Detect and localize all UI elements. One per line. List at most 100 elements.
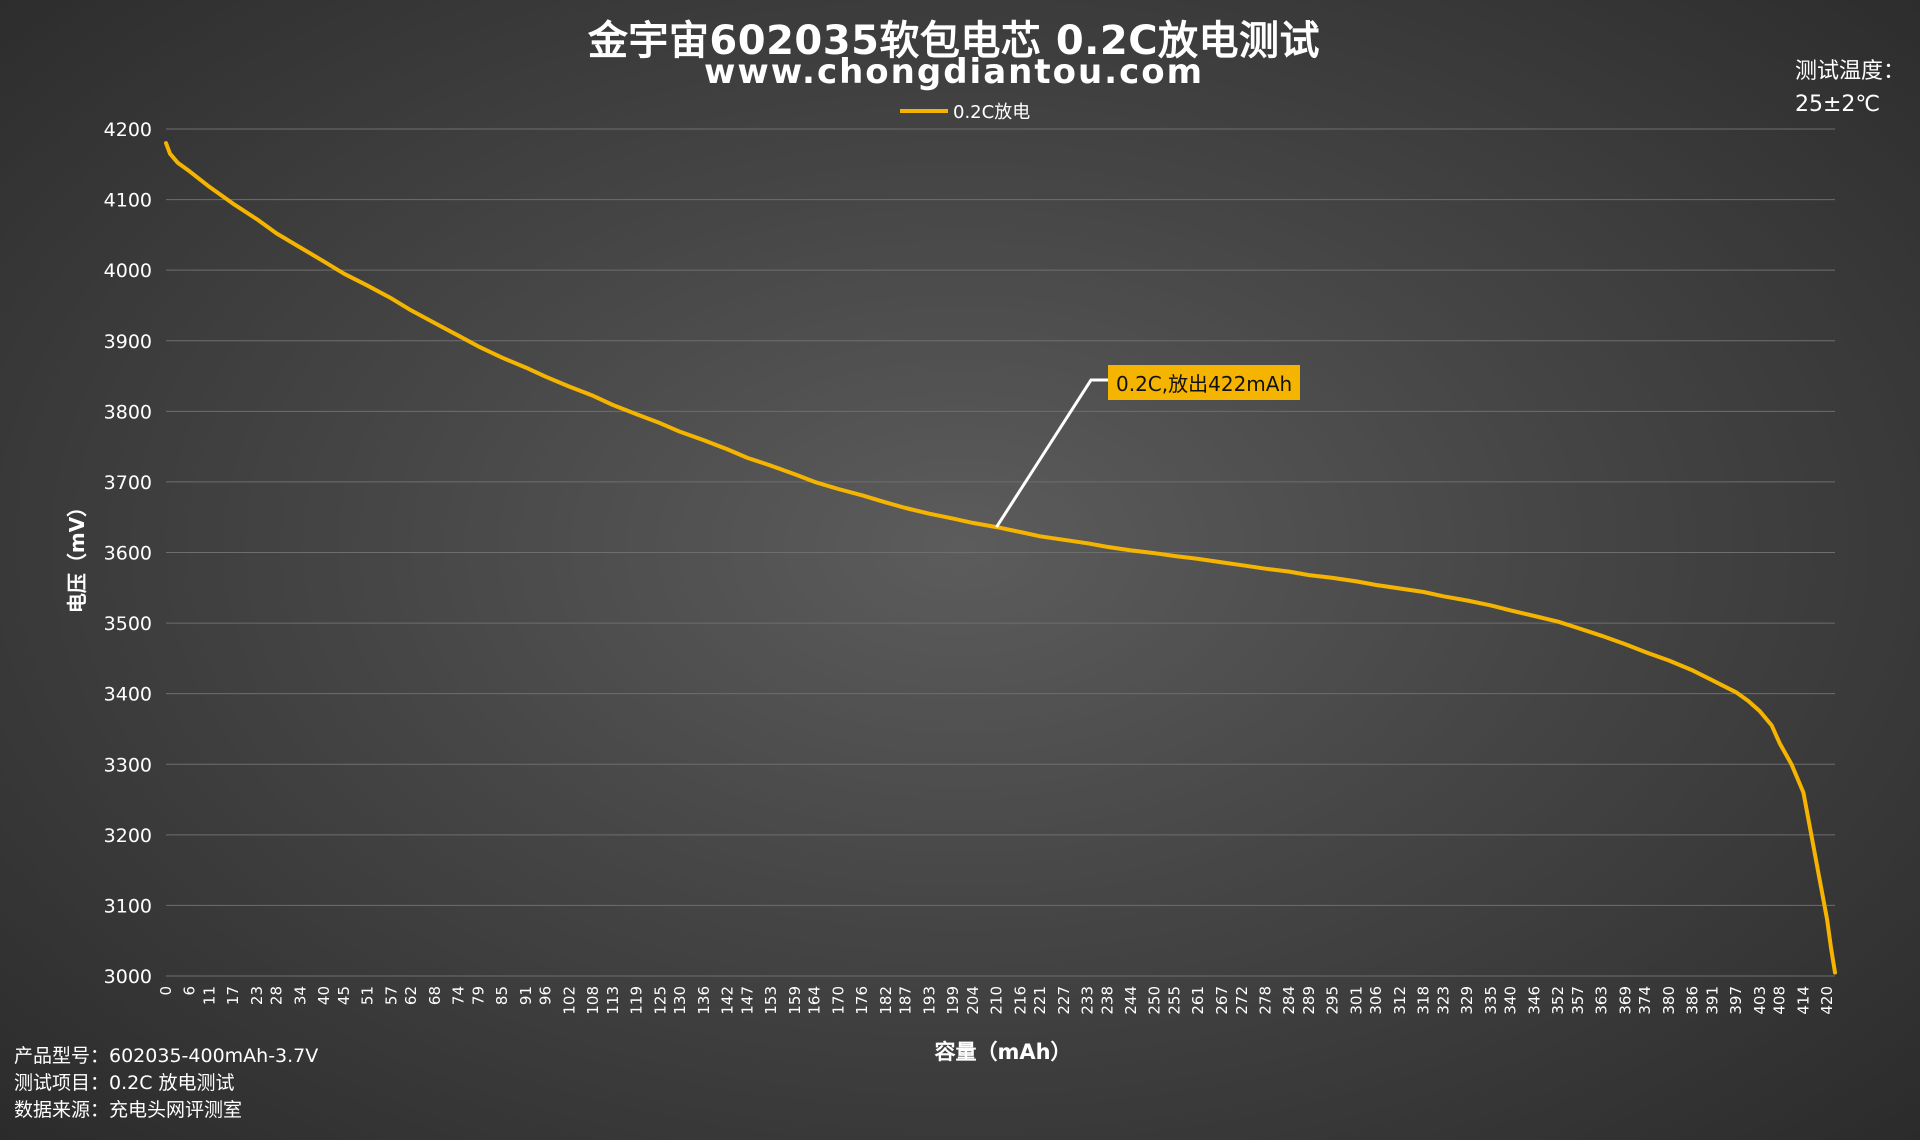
y-tick-label: 3900 bbox=[104, 331, 152, 353]
x-tick-label: 147 bbox=[738, 986, 756, 1015]
x-tick-label: 369 bbox=[1616, 986, 1634, 1015]
x-tick-label: 102 bbox=[560, 986, 578, 1015]
x-tick-label: 408 bbox=[1771, 986, 1789, 1015]
x-tick-label: 23 bbox=[248, 986, 266, 1005]
y-tick-label: 3200 bbox=[104, 825, 152, 847]
x-tick-label: 318 bbox=[1415, 986, 1433, 1015]
x-tick-label: 108 bbox=[584, 986, 602, 1015]
test-temperature: 测试温度： 25±2℃ bbox=[1795, 55, 1905, 121]
x-tick-label: 261 bbox=[1189, 986, 1207, 1015]
y-tick-label: 3300 bbox=[104, 754, 152, 776]
x-tick-label: 57 bbox=[382, 986, 400, 1005]
chart-subtitle: www.chongdiantou.com bbox=[703, 52, 1205, 92]
x-tick-label: 335 bbox=[1482, 986, 1500, 1015]
x-tick-label: 284 bbox=[1280, 986, 1298, 1015]
x-tick-label: 306 bbox=[1367, 986, 1385, 1015]
x-tick-label: 221 bbox=[1031, 986, 1049, 1015]
x-tick-label: 357 bbox=[1569, 986, 1587, 1015]
x-tick-label: 119 bbox=[628, 986, 646, 1015]
x-tick-label: 182 bbox=[877, 986, 895, 1015]
test-info: 产品型号：602035-400mAh-3.7V 测试项目：0.2C 放电测试 数… bbox=[14, 1043, 318, 1124]
x-tick-label: 363 bbox=[1593, 986, 1611, 1015]
x-tick-label: 329 bbox=[1458, 986, 1476, 1015]
x-tick-label: 164 bbox=[806, 986, 824, 1015]
test-temperature-value: 25±2℃ bbox=[1794, 92, 1881, 117]
x-tick-label: 113 bbox=[604, 986, 622, 1015]
x-tick-label: 199 bbox=[944, 986, 962, 1015]
y-tick-label: 3000 bbox=[104, 966, 152, 988]
x-tick-label: 352 bbox=[1549, 986, 1567, 1015]
test-temperature-label: 测试温度： bbox=[1794, 59, 1905, 84]
x-tick-label: 403 bbox=[1751, 986, 1769, 1015]
x-tick-label: 233 bbox=[1079, 986, 1097, 1015]
x-tick-label: 397 bbox=[1727, 986, 1745, 1015]
x-tick-label: 34 bbox=[291, 986, 309, 1005]
annotation-leader-line bbox=[995, 378, 1108, 528]
x-tick-label: 62 bbox=[402, 986, 420, 1005]
y-tick-label: 3100 bbox=[104, 895, 152, 917]
x-tick-label: 386 bbox=[1684, 986, 1702, 1015]
x-tick-label: 74 bbox=[450, 986, 468, 1005]
x-tick-label: 238 bbox=[1098, 986, 1116, 1015]
y-tick-label: 3400 bbox=[104, 684, 152, 706]
y-axis-label: 电压（mV） bbox=[65, 497, 89, 613]
x-tick-label: 272 bbox=[1233, 986, 1251, 1015]
x-tick-label: 267 bbox=[1213, 986, 1231, 1015]
x-tick-label: 6 bbox=[181, 986, 199, 996]
x-tick-label: 142 bbox=[719, 986, 737, 1015]
data-source: 数据来源：充电头网评测室 bbox=[14, 1099, 243, 1121]
x-tick-label: 91 bbox=[517, 986, 535, 1005]
x-tick-label: 414 bbox=[1794, 986, 1812, 1015]
x-tick-label: 312 bbox=[1391, 986, 1409, 1015]
x-tick-label: 96 bbox=[537, 986, 555, 1005]
x-tick-label: 346 bbox=[1525, 986, 1543, 1015]
x-tick-label: 227 bbox=[1055, 986, 1073, 1015]
x-tick-label: 85 bbox=[493, 986, 511, 1005]
y-tick-label: 3700 bbox=[104, 472, 152, 494]
x-tick-label: 210 bbox=[988, 986, 1006, 1015]
x-tick-label: 79 bbox=[469, 986, 487, 1005]
y-tick-label: 3600 bbox=[104, 543, 152, 565]
x-tick-label: 216 bbox=[1011, 986, 1029, 1015]
x-tick-label: 0 bbox=[157, 986, 175, 996]
series-line bbox=[164, 141, 1837, 975]
test-item: 测试项目：0.2C 放电测试 bbox=[14, 1072, 235, 1094]
x-tick-label: 204 bbox=[964, 986, 982, 1015]
x-tick-label: 323 bbox=[1434, 986, 1452, 1015]
chart-title: 金宇宙602035软包电芯 0.2C放电测试 bbox=[587, 18, 1321, 64]
x-tick-label: 153 bbox=[762, 986, 780, 1015]
y-axis-ticks: 3000 3100 3200 3300 3400 3500 3600 3700 3800 3900… bbox=[104, 119, 152, 988]
x-tick-label: 159 bbox=[786, 986, 804, 1015]
x-tick-label: 250 bbox=[1146, 986, 1164, 1015]
y-tick-label: 4100 bbox=[104, 190, 152, 212]
legend-label: 0.2C放电 bbox=[953, 102, 1030, 123]
annotation-label: 0.2C,放出422mAh bbox=[1108, 365, 1301, 400]
x-tick-label: 255 bbox=[1166, 986, 1184, 1015]
series-layer bbox=[164, 141, 1837, 975]
x-tick-label: 176 bbox=[853, 986, 871, 1015]
x-tick-label: 11 bbox=[201, 986, 219, 1005]
y-tick-label: 3800 bbox=[104, 401, 152, 423]
product-model: 产品型号：602035-400mAh-3.7V bbox=[14, 1045, 319, 1067]
x-tick-label: 51 bbox=[359, 986, 377, 1005]
x-axis-label: 容量（mAh） bbox=[934, 1040, 1071, 1064]
x-tick-label: 244 bbox=[1122, 986, 1140, 1015]
x-tick-label: 68 bbox=[426, 986, 444, 1005]
x-tick-label: 125 bbox=[651, 986, 669, 1015]
x-tick-label: 289 bbox=[1300, 986, 1318, 1015]
x-tick-label: 374 bbox=[1636, 986, 1654, 1015]
x-tick-label: 17 bbox=[224, 986, 242, 1005]
x-tick-label: 278 bbox=[1256, 986, 1274, 1015]
x-tick-label: 420 bbox=[1818, 986, 1836, 1015]
x-tick-label: 193 bbox=[920, 986, 938, 1015]
x-tick-label: 301 bbox=[1347, 986, 1365, 1015]
legend: 0.2C放电 bbox=[900, 102, 1030, 123]
x-tick-label: 340 bbox=[1502, 986, 1520, 1015]
x-tick-label: 295 bbox=[1324, 986, 1342, 1015]
y-tick-label: 3500 bbox=[104, 613, 152, 635]
x-tick-label: 391 bbox=[1703, 986, 1721, 1015]
x-tick-label: 28 bbox=[268, 986, 286, 1005]
x-tick-label: 40 bbox=[315, 986, 333, 1005]
x-tick-label: 170 bbox=[829, 986, 847, 1015]
